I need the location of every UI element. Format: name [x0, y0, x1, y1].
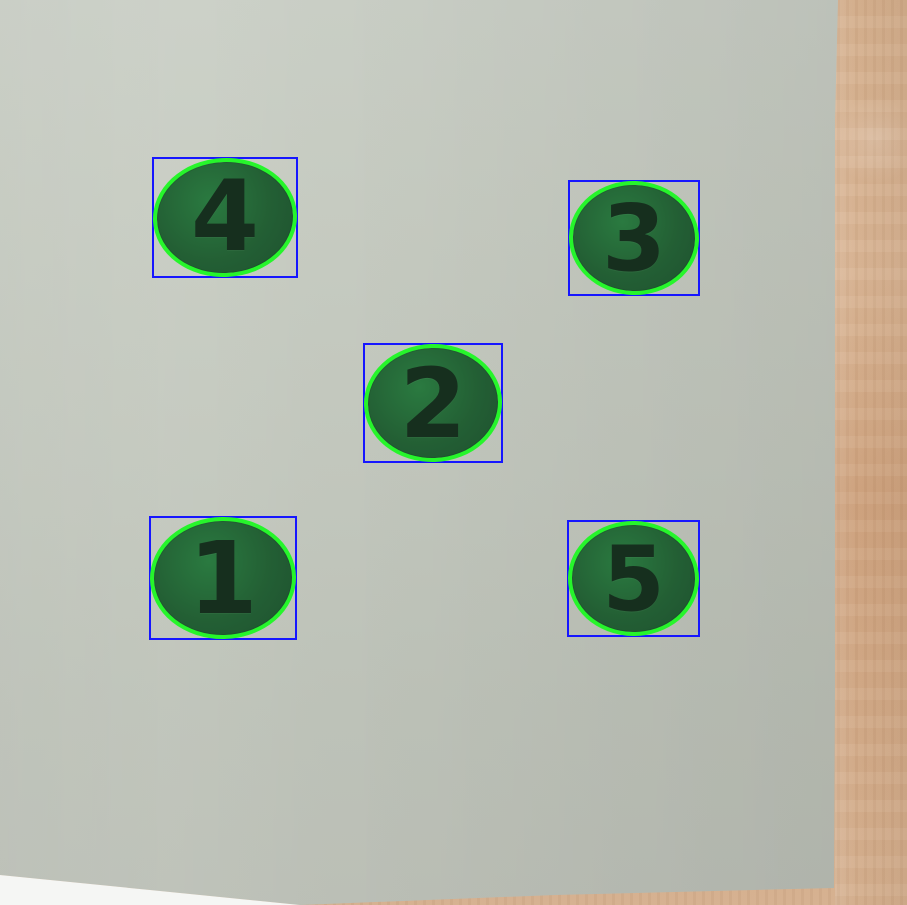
marker-3: 3	[567, 178, 701, 298]
wood-edge	[835, 0, 907, 905]
marker-5: 5	[567, 519, 700, 638]
marker-4: 4	[149, 154, 301, 281]
marker-2-label: 2	[399, 348, 467, 460]
marker-1: 1	[148, 515, 298, 641]
marker-2: 2	[361, 341, 505, 465]
marker-1-label: 1	[188, 520, 258, 637]
marker-5-label: 5	[602, 526, 665, 632]
marker-4-label: 4	[190, 159, 260, 274]
marker-3-label: 3	[601, 185, 666, 292]
